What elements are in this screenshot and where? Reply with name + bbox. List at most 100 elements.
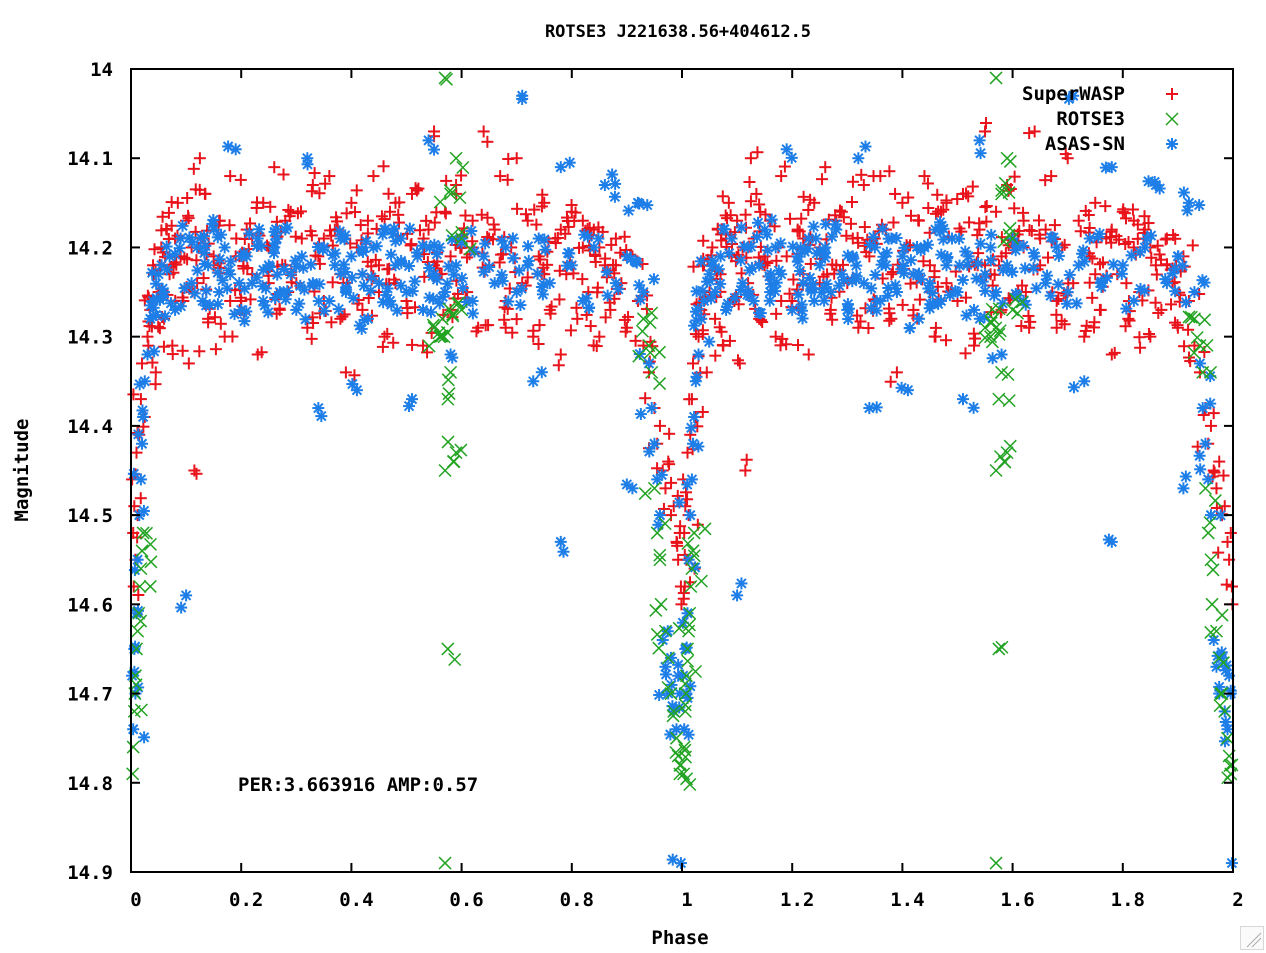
data-point <box>555 349 567 361</box>
data-point <box>968 304 980 316</box>
x-tick-label: 0.8 <box>560 889 594 911</box>
data-point <box>637 313 649 325</box>
data-point <box>1187 239 1199 251</box>
data-point <box>753 307 765 319</box>
data-point <box>968 340 980 352</box>
data-point <box>814 245 826 257</box>
data-point <box>660 668 672 680</box>
data-point <box>358 314 370 326</box>
data-point <box>687 261 699 273</box>
data-point <box>307 279 319 291</box>
data-point <box>905 278 917 290</box>
data-point <box>538 233 550 245</box>
data-point <box>295 205 307 217</box>
data-point <box>691 371 703 383</box>
data-point <box>502 296 514 308</box>
data-point <box>924 298 936 310</box>
data-point <box>930 322 942 334</box>
data-point <box>1068 381 1080 393</box>
data-point <box>826 231 838 243</box>
data-point <box>1194 357 1206 369</box>
data-point <box>367 170 379 182</box>
data-point <box>959 245 971 257</box>
data-point <box>896 197 908 209</box>
data-point <box>420 215 432 227</box>
data-point <box>935 249 947 261</box>
data-point <box>199 258 211 270</box>
data-point <box>457 282 469 294</box>
data-point <box>440 207 452 219</box>
data-point <box>1003 395 1015 407</box>
data-point <box>636 325 648 337</box>
data-point <box>1134 246 1146 258</box>
data-point <box>1188 286 1200 298</box>
data-point <box>128 468 140 480</box>
data-point <box>306 333 318 345</box>
data-point <box>225 255 237 267</box>
data-point <box>511 203 523 215</box>
data-point <box>977 276 989 288</box>
data-point <box>507 252 519 264</box>
data-point <box>1193 199 1205 211</box>
data-point <box>1134 342 1146 354</box>
data-point <box>1144 331 1156 343</box>
data-point <box>478 266 490 278</box>
data-point <box>446 352 458 364</box>
data-point <box>527 325 539 337</box>
data-point <box>1226 759 1238 771</box>
data-point <box>808 221 820 233</box>
x-tick-label: 1.6 <box>1000 889 1034 911</box>
data-point <box>340 366 352 378</box>
data-point <box>245 293 257 305</box>
data-point <box>536 366 548 378</box>
y-tick-label: 14.2 <box>67 237 113 259</box>
legend-marker-star-icon <box>1166 138 1178 150</box>
data-point <box>557 546 569 558</box>
data-point <box>407 285 419 297</box>
data-point <box>496 235 508 247</box>
data-point <box>553 293 565 305</box>
data-point <box>341 207 353 219</box>
data-point <box>706 260 718 272</box>
data-point <box>842 298 854 310</box>
x-tick-label: 0.2 <box>229 889 263 911</box>
data-point <box>792 256 804 268</box>
data-point <box>592 233 604 245</box>
data-point <box>797 312 809 324</box>
data-point <box>260 282 272 294</box>
data-point <box>313 295 325 307</box>
data-point <box>847 252 859 264</box>
data-point <box>537 288 549 300</box>
data-point <box>752 217 764 229</box>
data-point <box>357 246 369 258</box>
data-point <box>481 136 493 148</box>
data-point <box>553 359 565 371</box>
data-point <box>876 259 888 271</box>
data-point <box>159 310 171 322</box>
data-point <box>1224 760 1236 772</box>
data-point <box>612 283 624 295</box>
data-point <box>855 169 867 181</box>
data-point <box>709 350 721 362</box>
data-point <box>1202 527 1214 539</box>
data-point <box>816 173 828 185</box>
data-point <box>156 259 168 271</box>
data-point <box>846 196 858 208</box>
data-point <box>635 408 647 420</box>
data-point <box>1107 259 1119 271</box>
data-point <box>188 163 200 175</box>
data-point <box>522 240 534 252</box>
data-point <box>207 218 219 230</box>
data-point <box>819 161 831 173</box>
data-point <box>959 347 971 359</box>
data-point <box>1165 298 1177 310</box>
data-point <box>1226 857 1238 869</box>
data-point <box>215 229 227 241</box>
data-point <box>593 331 605 343</box>
data-point <box>1100 162 1112 174</box>
data-point <box>911 241 923 253</box>
data-point <box>437 291 449 303</box>
data-point <box>165 297 177 309</box>
resize-grip-icon[interactable] <box>1240 926 1264 950</box>
data-point <box>697 235 709 247</box>
